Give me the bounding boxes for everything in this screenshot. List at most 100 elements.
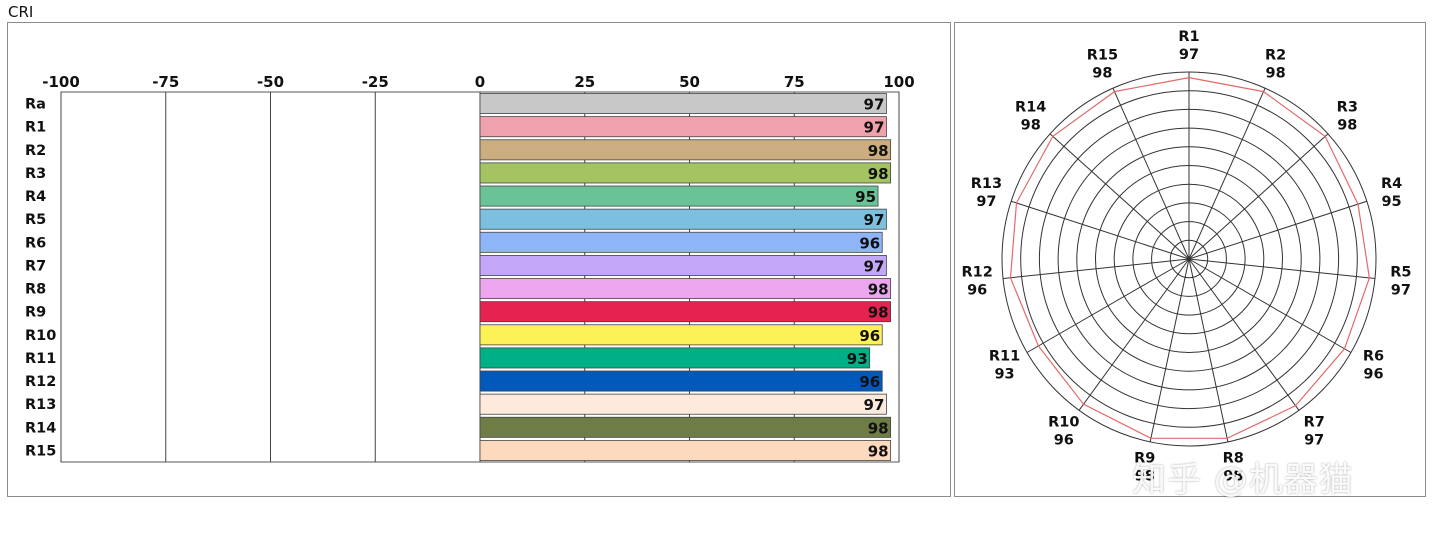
bar-value-label: 97 [864, 211, 885, 229]
bar [479, 139, 892, 161]
bar-value-label: 96 [859, 234, 880, 252]
category-label: R7 [25, 258, 46, 274]
polar-spoke [1010, 200, 1190, 260]
bar [479, 208, 887, 230]
bar-value-label: 96 [859, 327, 880, 345]
polar-spoke [1188, 87, 1266, 260]
polar-value-label: 97 [1304, 432, 1324, 448]
cri-polar-chart: R1 97 R2 98 R3 98 R4 95 R5 97 R6 96 R7 97 R8 98 R9 98 R10 9… [961, 29, 1411, 484]
polar-value-label: 98 [1223, 468, 1243, 484]
polar-category-label: R6 [1363, 349, 1384, 365]
bar [479, 185, 879, 207]
polar-value-label: 96 [967, 282, 987, 298]
category-label: R2 [25, 143, 46, 159]
category-label: R11 [25, 351, 56, 367]
x-tick-label: 0 [475, 73, 485, 91]
polar-value-label: 96 [1363, 367, 1383, 383]
polar-spoke [1188, 258, 1376, 280]
polar-spoke [1149, 258, 1190, 443]
category-label: R15 [25, 443, 56, 459]
polar-value-label: 98 [1266, 65, 1286, 81]
polar-category-label: R2 [1265, 47, 1286, 63]
category-label: R5 [25, 212, 46, 228]
x-tick-label: -25 [362, 73, 389, 91]
polar-spoke [1026, 258, 1190, 353]
category-label: R3 [25, 166, 46, 182]
bar-value-label: 97 [864, 396, 885, 414]
category-label: R12 [25, 374, 56, 390]
polar-category-label: R14 [1015, 99, 1046, 115]
polar-category-label: R1 [1178, 29, 1199, 45]
bar-value-label: 97 [864, 96, 885, 114]
x-tick-label: 100 [883, 73, 914, 91]
bar [479, 162, 892, 184]
watermark-text: 知乎 @机器猫 [1132, 460, 1354, 500]
bar-value-label: 97 [864, 257, 885, 275]
category-label: R4 [25, 189, 46, 205]
polar-spoke [1188, 258, 1229, 443]
polar-category-label: R13 [971, 176, 1002, 192]
bar [479, 93, 887, 115]
cri-bar-chart: -100 -75 -50 -25 0 25 50 75 100 Ra 97 R1 97 R2 98 R3 98 R… [25, 73, 915, 463]
chart-title: CRI [8, 3, 34, 21]
polar-category-label: R10 [1048, 414, 1079, 430]
bar [479, 301, 892, 323]
bar [479, 116, 887, 138]
bar-value-label: 93 [847, 350, 868, 368]
bar [479, 324, 883, 346]
polar-category-label: R9 [1134, 450, 1155, 466]
polar-value-label: 97 [1391, 282, 1411, 298]
polar-value-label: 93 [994, 367, 1014, 383]
polar-category-label: R12 [961, 264, 992, 280]
category-label: R1 [25, 120, 46, 136]
polar-category-label: R8 [1223, 450, 1244, 466]
bar-value-label: 95 [855, 188, 876, 206]
bar-value-label: 96 [859, 373, 880, 391]
category-label: R9 [25, 305, 46, 321]
x-tick-label: 50 [679, 73, 700, 91]
bar [479, 347, 871, 369]
bar-value-label: 98 [868, 419, 889, 437]
category-label: Ra [25, 97, 46, 113]
cri-bar-chart-panel: -100 -75 -50 -25 0 25 50 75 100 Ra 97 R1 97 R2 98 R3 98 R… [7, 22, 951, 497]
bar [479, 370, 883, 392]
polar-value-label: 98 [1135, 468, 1155, 484]
polar-category-label: R5 [1390, 264, 1411, 280]
bar [479, 393, 887, 415]
polar-spoke [1188, 133, 1329, 260]
polar-spoke [1049, 133, 1190, 260]
polar-spoke [1188, 258, 1352, 353]
polar-value-label: 97 [1179, 47, 1199, 63]
polar-value-label: 95 [1381, 194, 1401, 210]
polar-spoke [1078, 258, 1190, 411]
polar-value-label: 96 [1054, 432, 1074, 448]
bar [479, 254, 887, 276]
polar-spoke [1002, 258, 1190, 280]
polar-value-label: 98 [1337, 117, 1357, 133]
category-label: R6 [25, 235, 46, 251]
bar-value-label: 98 [868, 165, 889, 183]
x-tick-label: -100 [42, 73, 80, 91]
bar-value-label: 97 [864, 119, 885, 137]
bar-value-label: 98 [868, 142, 889, 160]
polar-category-label: R15 [1087, 47, 1118, 63]
cri-polar-chart-panel: R1 97 R2 98 R3 98 R4 95 R5 97 R6 96 R7 97 R8 98 R9 98 R10 9… [954, 22, 1426, 497]
category-label: R8 [25, 282, 46, 298]
bar [479, 278, 892, 300]
category-label: R13 [25, 397, 56, 413]
x-tick-label: -75 [152, 73, 179, 91]
x-tick-label: 25 [574, 73, 595, 91]
bar-value-label: 98 [868, 281, 889, 299]
bar [479, 231, 883, 253]
polar-spoke [1112, 87, 1190, 260]
polar-spoke [1188, 258, 1300, 411]
polar-category-label: R11 [989, 349, 1020, 365]
x-tick-label: -50 [257, 73, 284, 91]
bar-value-label: 98 [868, 442, 889, 460]
bar [479, 416, 892, 438]
polar-category-label: R3 [1337, 99, 1358, 115]
polar-value-label: 98 [1092, 65, 1112, 81]
polar-value-label: 98 [1021, 117, 1041, 133]
polar-value-label: 97 [976, 194, 996, 210]
series-polygon [1009, 76, 1371, 439]
